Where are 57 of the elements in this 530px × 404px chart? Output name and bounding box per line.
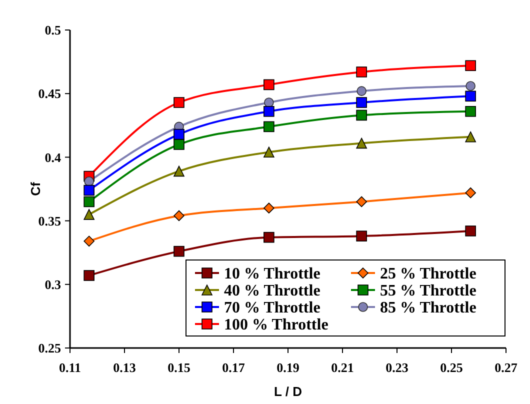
point	[174, 166, 184, 177]
point	[465, 187, 476, 198]
x-tick-label: 0.19	[276, 360, 300, 375]
legend-label: 10 % Throttle	[224, 266, 320, 283]
point	[264, 121, 274, 132]
legend-label: 40 % Throttle	[224, 282, 320, 300]
point	[356, 86, 366, 96]
point	[264, 146, 274, 158]
y-axis-title: Cf	[28, 181, 43, 196]
x-tick-label: 0.27	[494, 360, 518, 375]
y-tick-label: 0.45	[38, 86, 62, 102]
point	[466, 81, 476, 91]
point	[465, 60, 476, 72]
point	[174, 139, 184, 150]
y-tick-label: 0.35	[38, 213, 62, 228]
point	[356, 110, 367, 121]
point	[465, 131, 476, 142]
point	[84, 270, 94, 281]
legend-label: 85 % Throttle	[380, 300, 476, 317]
legend-label: 100 % Throttle	[224, 316, 328, 334]
point	[84, 176, 94, 186]
legend-label: 70 % Throttle	[224, 300, 320, 317]
y-tick-label: 0.5	[44, 22, 62, 38]
point	[356, 97, 367, 108]
x-axis-title: L / D	[274, 384, 302, 399]
point	[356, 138, 367, 149]
legend-label: 25 % Throttle	[380, 266, 476, 283]
point	[356, 196, 367, 208]
point	[264, 98, 274, 108]
y-tick-label: 0.25	[38, 340, 62, 356]
point	[174, 210, 184, 222]
point	[465, 90, 476, 102]
x-tick-label: 0.11	[58, 360, 82, 375]
x-tick-label: 0.21	[331, 360, 354, 375]
point	[264, 232, 274, 243]
point	[465, 106, 476, 117]
x-tick-label: 0.15	[168, 360, 191, 375]
point	[264, 79, 274, 90]
point	[264, 202, 274, 214]
point	[264, 106, 274, 117]
point	[84, 209, 94, 220]
point	[174, 128, 184, 140]
x-tick-label: 0.23	[386, 360, 409, 375]
legend-label: 55 % Throttle	[380, 282, 476, 300]
point	[174, 246, 184, 257]
x-tick-label: 0.13	[113, 360, 136, 375]
x-tick-label: 0.25	[440, 360, 464, 375]
point	[465, 226, 476, 236]
point	[356, 230, 367, 242]
point	[84, 184, 94, 196]
point	[84, 236, 94, 247]
x-tick-label: 0.17	[222, 360, 246, 375]
y-tick-label: 0.3	[44, 276, 62, 292]
y-tick-label: 0.4	[44, 150, 62, 165]
point	[174, 97, 184, 108]
point	[84, 196, 94, 208]
point	[356, 66, 367, 78]
